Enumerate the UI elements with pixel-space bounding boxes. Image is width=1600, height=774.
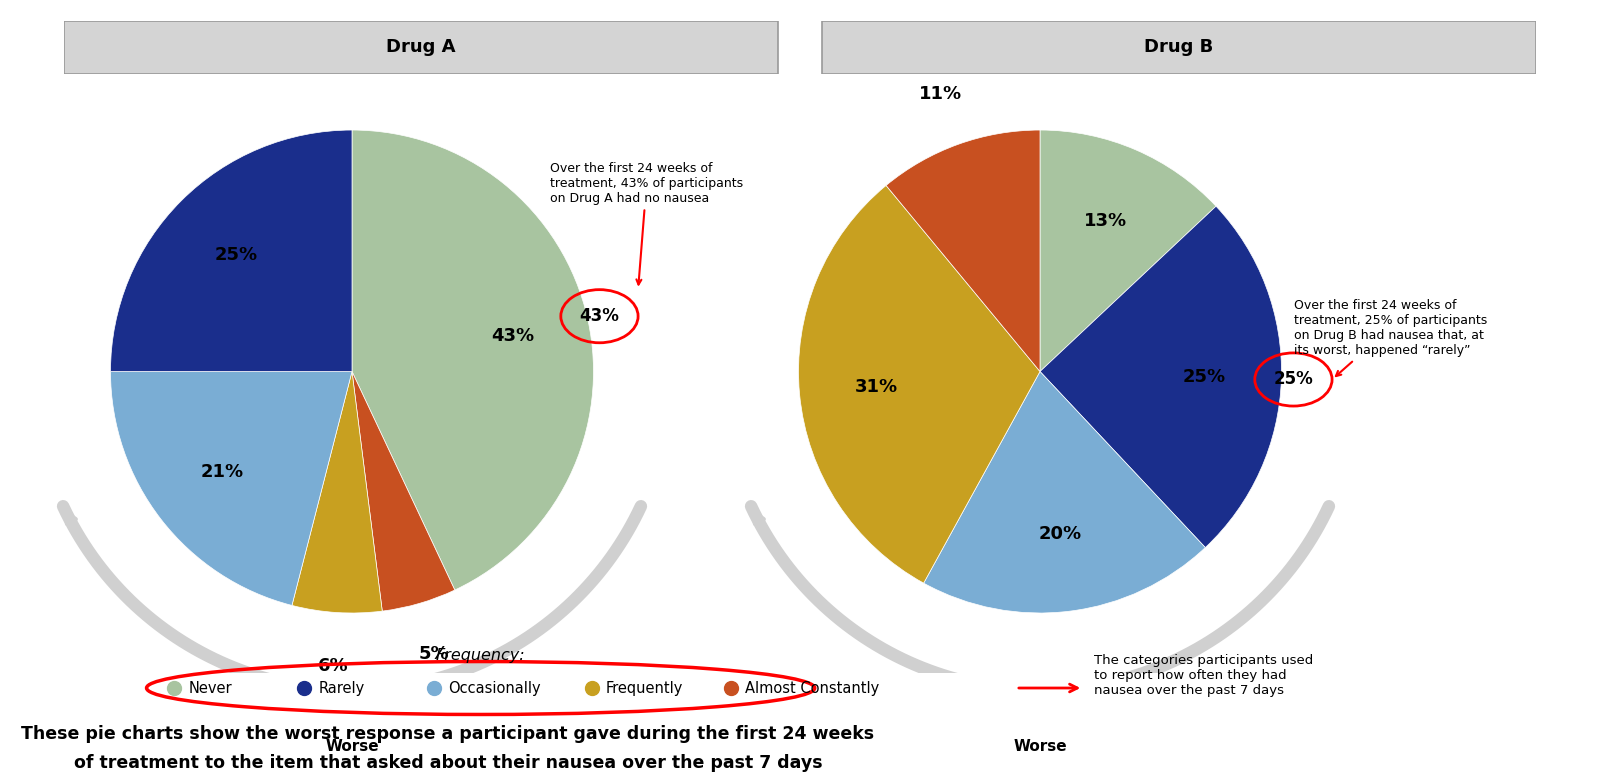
Text: Drug A: Drug A [386, 38, 456, 57]
Text: Worse: Worse [1013, 738, 1067, 754]
Wedge shape [886, 130, 1040, 372]
Text: Rarely: Rarely [318, 680, 365, 696]
Text: Drug B: Drug B [1144, 38, 1214, 57]
Text: Frequently: Frequently [606, 680, 683, 696]
Text: 21%: 21% [200, 463, 243, 481]
Text: Worse: Worse [325, 738, 379, 754]
Text: Frequency:: Frequency: [435, 648, 525, 663]
Wedge shape [1040, 130, 1216, 372]
Text: Over the first 24 weeks of
treatment, 43% of participants
on Drug A had no nause: Over the first 24 weeks of treatment, 43… [550, 162, 742, 285]
Text: 5%: 5% [419, 646, 450, 663]
Text: 6%: 6% [318, 656, 349, 675]
Wedge shape [291, 372, 382, 613]
Text: 31%: 31% [854, 378, 898, 396]
Text: Never: Never [189, 680, 232, 696]
Wedge shape [352, 372, 454, 611]
Text: 25%: 25% [1182, 368, 1226, 385]
Text: 43%: 43% [491, 327, 534, 344]
Text: 25%: 25% [214, 246, 258, 265]
Text: 43%: 43% [579, 307, 619, 325]
Text: 20%: 20% [1038, 526, 1082, 543]
Text: These pie charts show the worst response a participant gave during the first 24 : These pie charts show the worst response… [21, 724, 875, 743]
Text: Almost Constantly: Almost Constantly [746, 680, 880, 696]
Bar [822, 21, 1536, 74]
Wedge shape [798, 186, 1040, 583]
Wedge shape [923, 372, 1205, 613]
Bar [64, 21, 778, 74]
Wedge shape [1040, 206, 1282, 547]
Text: Occasionally: Occasionally [448, 680, 541, 696]
Text: of treatment to the item that asked about their nausea over the past 7 days: of treatment to the item that asked abou… [74, 754, 822, 772]
Text: 25%: 25% [1274, 371, 1314, 389]
Wedge shape [352, 130, 594, 590]
Wedge shape [110, 372, 352, 605]
Text: 13%: 13% [1083, 212, 1126, 230]
Text: 11%: 11% [918, 85, 962, 103]
Text: The categories participants used
to report how often they had
nausea over the pa: The categories participants used to repo… [1094, 654, 1314, 697]
Wedge shape [110, 130, 352, 372]
Text: Over the first 24 weeks of
treatment, 25% of participants
on Drug B had nausea t: Over the first 24 weeks of treatment, 25… [1293, 299, 1486, 376]
